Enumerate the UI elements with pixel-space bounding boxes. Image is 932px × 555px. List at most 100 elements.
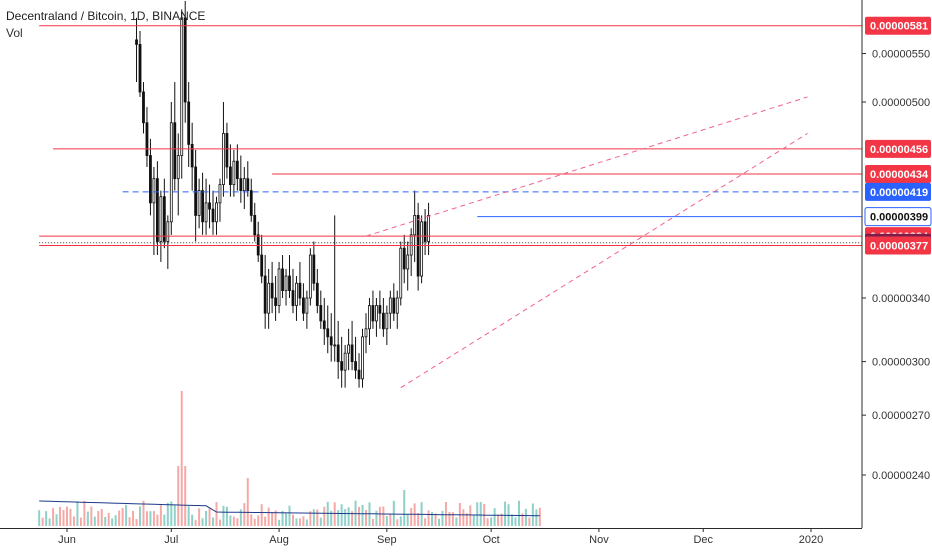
volume-bar — [236, 518, 239, 526]
x-tick-label: Jun — [58, 534, 76, 546]
volume-bar — [125, 504, 128, 526]
candle-down — [145, 122, 149, 156]
volume-bar — [326, 501, 329, 526]
candle-down — [253, 215, 257, 236]
volume-bar — [267, 507, 270, 526]
volume-bar — [455, 517, 458, 526]
volume-bar — [441, 510, 444, 526]
candle-up — [308, 254, 312, 299]
candle-down — [354, 361, 357, 371]
candle-up — [388, 297, 392, 314]
volume-bar — [149, 511, 152, 526]
y-tick-label: 0.00000270 — [872, 410, 930, 422]
volume-bar — [145, 511, 148, 526]
price-label-box — [865, 236, 931, 255]
price-label-box — [865, 139, 931, 158]
volume-bars — [38, 391, 541, 526]
y-tick-label: 0.00000240 — [872, 470, 930, 482]
y-tick-label: 0.00000340 — [872, 293, 930, 305]
volume-label[interactable]: Vol — [6, 26, 23, 40]
candle-down — [319, 305, 323, 322]
symbol-title[interactable]: Decentraland / Bitcoin, 1D, BINANCE — [6, 9, 206, 23]
volume-bar — [347, 507, 350, 526]
volume-bar — [396, 519, 399, 526]
candle-down — [392, 297, 396, 314]
volume-bar — [521, 513, 524, 526]
volume-bar — [403, 490, 406, 526]
volume-bar — [517, 500, 520, 526]
volume-bar — [469, 505, 472, 526]
candle-up — [395, 297, 399, 314]
volume-bar — [382, 506, 385, 526]
volume-bar — [514, 517, 517, 526]
volume-bar — [302, 516, 305, 526]
volume-bar — [472, 515, 475, 526]
candle-down — [194, 166, 198, 216]
volume-bar — [538, 507, 541, 526]
volume-bar — [250, 514, 253, 526]
candle-up — [406, 254, 410, 270]
volume-bar — [59, 506, 62, 526]
volume-bar — [295, 518, 298, 526]
candle-down — [326, 328, 330, 338]
candle-up — [333, 344, 337, 347]
volume-bar — [260, 504, 263, 526]
price-label-box — [865, 16, 931, 35]
volume-bar — [337, 510, 340, 526]
volume-bar — [524, 508, 527, 526]
candle-up — [197, 190, 201, 216]
candle-down — [371, 305, 375, 322]
candle-down — [329, 336, 333, 346]
volume-bar — [312, 509, 315, 526]
x-tick-label: Aug — [269, 534, 289, 546]
volume-bar — [191, 514, 194, 526]
candle-down — [190, 143, 194, 168]
trend-line — [400, 133, 808, 389]
grid — [0, 0, 862, 528]
volume-bar — [431, 511, 434, 526]
y-tick-label: 0.00000550 — [872, 49, 930, 61]
volume-bar — [528, 517, 531, 526]
candle-up — [169, 122, 173, 223]
candle-down — [288, 275, 291, 291]
x-tick-label: Jul — [164, 534, 178, 546]
volume-bar — [229, 515, 232, 526]
volume-bar — [41, 517, 44, 526]
volume-bar — [132, 510, 135, 526]
volume-bar — [278, 519, 281, 526]
candle-down — [246, 178, 250, 192]
candle-down — [208, 202, 211, 210]
volume-bar — [83, 500, 86, 526]
volume-bar — [257, 515, 260, 526]
candle-down — [263, 275, 267, 314]
candle-up — [215, 202, 218, 223]
volume-bar — [323, 506, 326, 526]
volume-bar — [177, 466, 180, 526]
volume-bar — [358, 506, 361, 526]
volume-bar — [364, 509, 367, 526]
price-label-box — [864, 207, 932, 227]
volume-bar — [378, 506, 381, 526]
candle-down — [239, 178, 243, 192]
candle-up — [176, 155, 180, 180]
volume-bar — [239, 509, 242, 526]
candle-down — [183, 17, 187, 103]
volume-bar — [170, 501, 173, 526]
volume-bar — [90, 506, 93, 526]
volume-bar — [274, 510, 277, 526]
candle-down — [312, 254, 316, 284]
volume-bar — [399, 516, 402, 526]
volume-bar — [86, 511, 89, 526]
price-label-box — [865, 182, 931, 201]
candle-down — [260, 254, 264, 277]
volume-bar — [493, 508, 496, 526]
volume-bar — [444, 501, 447, 526]
volume-bar — [156, 514, 159, 526]
candle-up — [284, 275, 288, 291]
volume-bar — [201, 518, 204, 526]
volume-bar — [340, 504, 343, 526]
candle-up — [361, 336, 364, 380]
candle-down — [315, 282, 319, 306]
